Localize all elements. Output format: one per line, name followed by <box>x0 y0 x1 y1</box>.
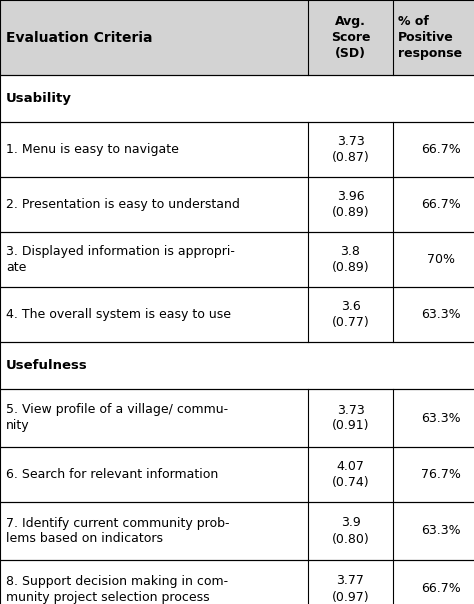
Bar <box>0 232 474 287</box>
Text: 63.3%: 63.3% <box>421 411 461 425</box>
Text: 4. The overall system is easy to use: 4. The overall system is easy to use <box>6 308 231 321</box>
Bar <box>0 0 474 75</box>
Text: 3.9
(0.80): 3.9 (0.80) <box>332 516 369 545</box>
Text: 5. View profile of a village/ commu-
nity: 5. View profile of a village/ commu- nit… <box>6 403 228 432</box>
Text: 1. Menu is easy to navigate: 1. Menu is easy to navigate <box>6 143 179 156</box>
Text: Avg.
Score
(SD): Avg. Score (SD) <box>331 15 370 60</box>
Text: 3. Displayed information is appropri-
ate: 3. Displayed information is appropri- at… <box>6 245 235 274</box>
Text: 3.77
(0.97): 3.77 (0.97) <box>332 574 369 603</box>
Text: 3.8
(0.89): 3.8 (0.89) <box>332 245 369 274</box>
Bar <box>0 287 474 342</box>
Text: 66.7%: 66.7% <box>421 143 461 156</box>
Text: 63.3%: 63.3% <box>421 524 461 538</box>
Text: 3.73
(0.87): 3.73 (0.87) <box>332 135 369 164</box>
Text: 3.96
(0.89): 3.96 (0.89) <box>332 190 369 219</box>
Bar <box>0 177 474 232</box>
Text: % of
Positive
response: % of Positive response <box>398 15 462 60</box>
Text: Usefulness: Usefulness <box>6 359 88 372</box>
Text: 6. Search for relevant information: 6. Search for relevant information <box>6 468 218 481</box>
Bar <box>0 389 474 447</box>
Text: 76.7%: 76.7% <box>421 468 461 481</box>
Bar <box>0 560 474 604</box>
Bar <box>0 342 474 389</box>
Bar <box>0 447 474 502</box>
Text: 7. Identify current community prob-
lems based on indicators: 7. Identify current community prob- lems… <box>6 516 229 545</box>
Text: 3.73
(0.91): 3.73 (0.91) <box>332 403 369 432</box>
Text: 66.7%: 66.7% <box>421 198 461 211</box>
Text: 8. Support decision making in com-
munity project selection process: 8. Support decision making in com- munit… <box>6 574 228 603</box>
Text: 2. Presentation is easy to understand: 2. Presentation is easy to understand <box>6 198 240 211</box>
Text: 3.6
(0.77): 3.6 (0.77) <box>332 300 369 329</box>
Text: 70%: 70% <box>427 253 455 266</box>
Text: Usability: Usability <box>6 92 72 105</box>
Bar <box>0 502 474 560</box>
Text: Evaluation Criteria: Evaluation Criteria <box>6 30 153 45</box>
Bar <box>0 75 474 122</box>
Text: 4.07
(0.74): 4.07 (0.74) <box>332 460 369 489</box>
Text: 63.3%: 63.3% <box>421 308 461 321</box>
Text: 66.7%: 66.7% <box>421 582 461 596</box>
Bar <box>0 122 474 177</box>
